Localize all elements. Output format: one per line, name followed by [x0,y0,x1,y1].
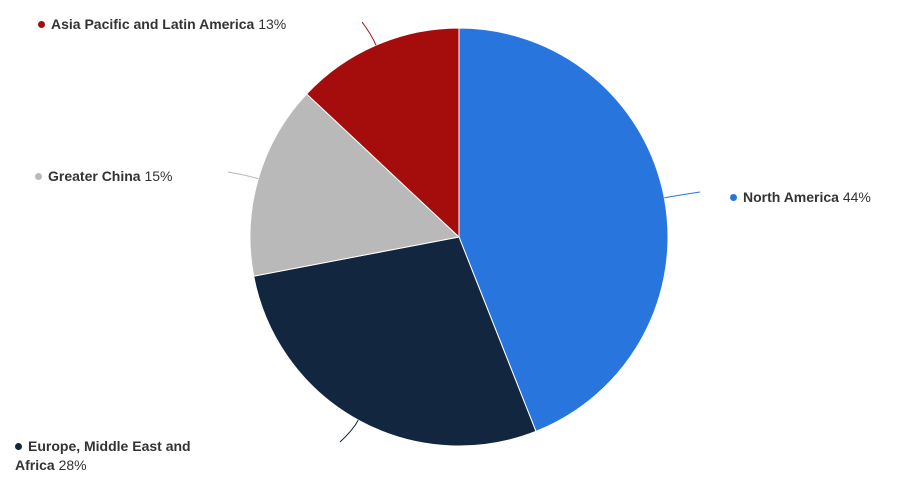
value-label: 44% [842,189,871,205]
category-label: Asia Pacific and Latin America [51,16,255,32]
category-label: North America [743,189,839,205]
legend-dot [38,21,45,28]
leader-line [339,419,359,443]
pie-slice [305,27,460,239]
leader-line [361,21,377,46]
slice-label: Europe, Middle East and Africa 28% [15,437,230,475]
category-label: Greater China [48,168,141,184]
pie-slice [253,236,537,447]
pie-slice [249,93,461,277]
legend-dot [15,443,22,450]
slice-label: Greater China 15% [35,167,235,186]
slice-label: Asia Pacific and Latin America 13% [38,15,358,34]
legend-dot [730,194,737,201]
legend-dot [35,173,42,180]
leader-line [664,191,701,199]
value-label: 13% [258,16,287,32]
slice-label: North America 44% [730,188,908,207]
leader-line [227,171,259,180]
value-label: 28% [58,457,87,473]
pie-slice [458,27,669,432]
value-label: 15% [144,168,173,184]
category-label: Europe, Middle East and Africa [15,438,191,473]
